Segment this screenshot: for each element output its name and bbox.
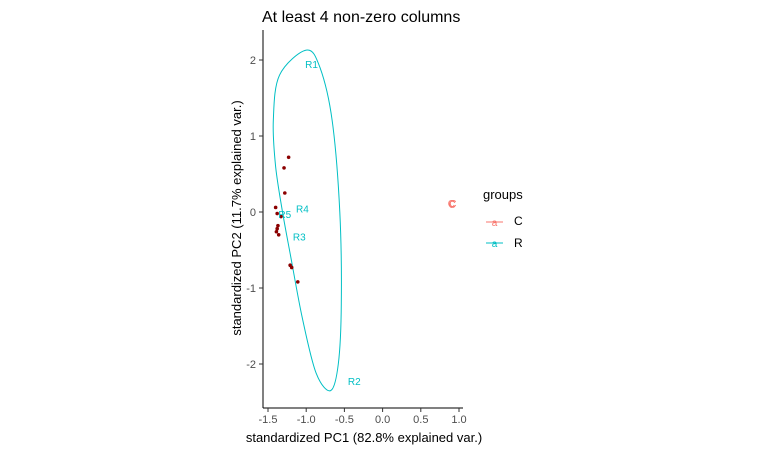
observation-label: C — [449, 199, 456, 210]
loading-point — [273, 205, 278, 210]
loading-point — [286, 155, 291, 160]
loading-point — [274, 229, 279, 234]
legend-label-r: R — [514, 236, 523, 250]
ellipse-group-r — [272, 49, 342, 392]
y-axis-label: standardized PC2 (11.7% explained var.) — [229, 100, 244, 335]
y-tick-label: -1 — [246, 283, 256, 295]
observation-label: C — [448, 199, 455, 210]
loading-point — [275, 226, 279, 231]
legend: groups a C a R — [483, 187, 523, 250]
x-tick-label: 0.0 — [375, 414, 390, 426]
legend-title: groups — [483, 187, 523, 202]
chart-title: At least 4 non-zero columns — [262, 9, 460, 26]
x-tick-label: -1.5 — [259, 414, 278, 426]
y-tick-label: 0 — [250, 207, 256, 219]
observation-label: R5 — [278, 210, 291, 221]
x-tick-label: 0.5 — [413, 414, 428, 426]
legend-entry-c: a C — [486, 214, 523, 229]
loading-point — [295, 280, 300, 284]
observation-label: R2 — [348, 377, 361, 388]
x-tick-label: 1.0 — [451, 414, 466, 426]
observation-label: R3 — [293, 233, 306, 244]
loading-point — [283, 191, 287, 195]
x-tick-label: -0.5 — [335, 414, 354, 426]
observation-label: R4 — [296, 204, 309, 215]
legend-key-r-glyph: a — [492, 239, 498, 250]
y-tick-label: 1 — [250, 131, 256, 143]
x-axis-label: standardized PC1 (82.8% explained var.) — [246, 430, 482, 445]
x-axis-ticks: -1.5 -1.0 -0.5 0.0 0.5 1.0 — [259, 408, 467, 426]
loading-point — [289, 265, 294, 270]
loading-point — [275, 211, 279, 216]
legend-label-c: C — [514, 214, 523, 228]
y-tick-label: 2 — [250, 55, 256, 67]
legend-entry-r: a R — [486, 236, 523, 250]
loading-point — [279, 214, 283, 219]
loading-point — [276, 223, 280, 228]
loading-point — [282, 166, 286, 170]
y-tick-label: -2 — [246, 359, 256, 371]
y-axis-ticks: -2 -1 0 1 2 — [246, 55, 263, 371]
x-tick-label: -1.0 — [297, 414, 316, 426]
loading-point — [276, 233, 281, 237]
observation-label: R1 — [305, 60, 318, 71]
observation-label: C — [449, 200, 456, 211]
legend-key-c-glyph: a — [492, 218, 498, 229]
